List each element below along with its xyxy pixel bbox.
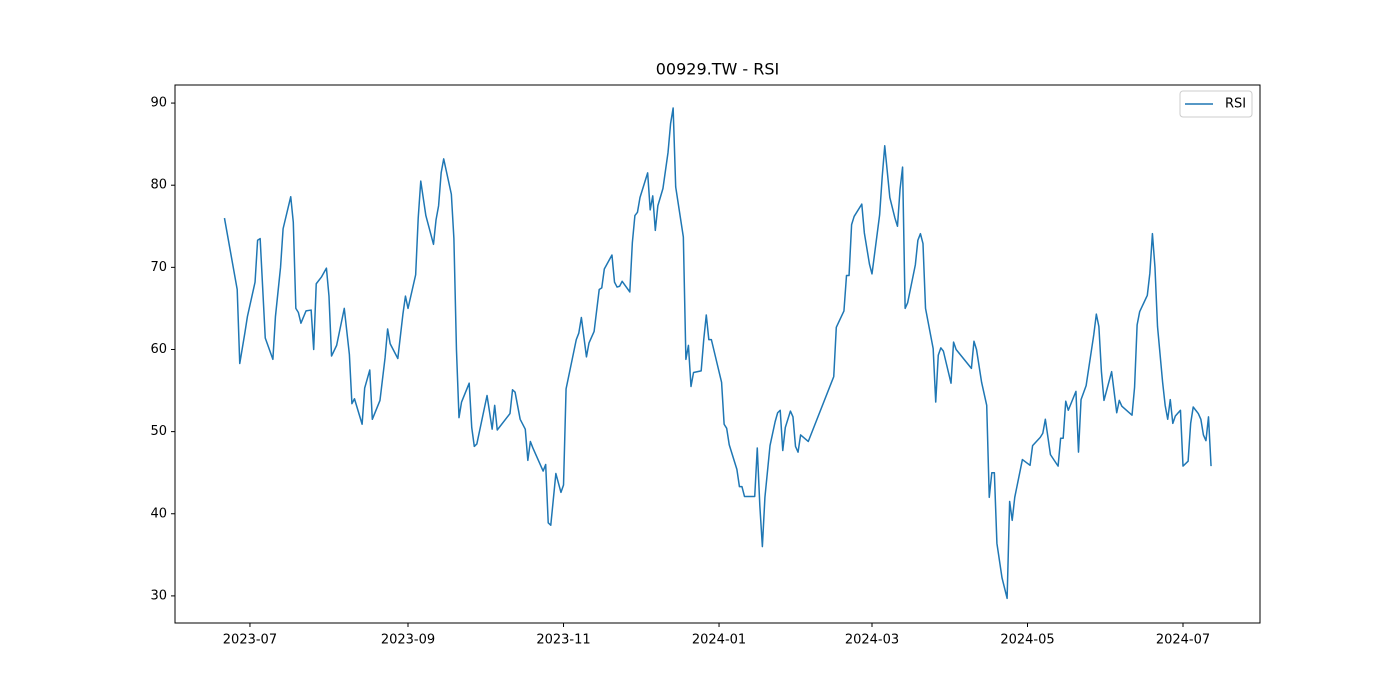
legend-label: RSI (1225, 97, 1246, 112)
y-tick-label: 40 (150, 506, 167, 521)
x-tick-label: 2024-01 (692, 633, 746, 648)
y-tick-label: 60 (150, 342, 167, 357)
y-tick-label: 90 (150, 96, 167, 111)
rsi-line (223, 107, 1212, 600)
y-tick-label: 50 (150, 424, 167, 439)
chart-title: 00929.TW - RSI (656, 60, 780, 79)
y-tick-label: 80 (150, 178, 167, 193)
x-tick-label: 2023-07 (223, 633, 277, 648)
x-tick-label: 2023-09 (381, 633, 435, 648)
y-tick-label: 30 (150, 588, 167, 603)
x-tick-label: 2023-11 (536, 633, 590, 648)
y-tick-label: 70 (150, 260, 167, 275)
x-tick-label: 2024-07 (1156, 633, 1210, 648)
plot-frame (174, 84, 1261, 624)
x-tick-label: 2024-05 (1000, 633, 1054, 648)
x-tick-label: 2024-03 (845, 633, 899, 648)
legend-box (1179, 90, 1253, 118)
